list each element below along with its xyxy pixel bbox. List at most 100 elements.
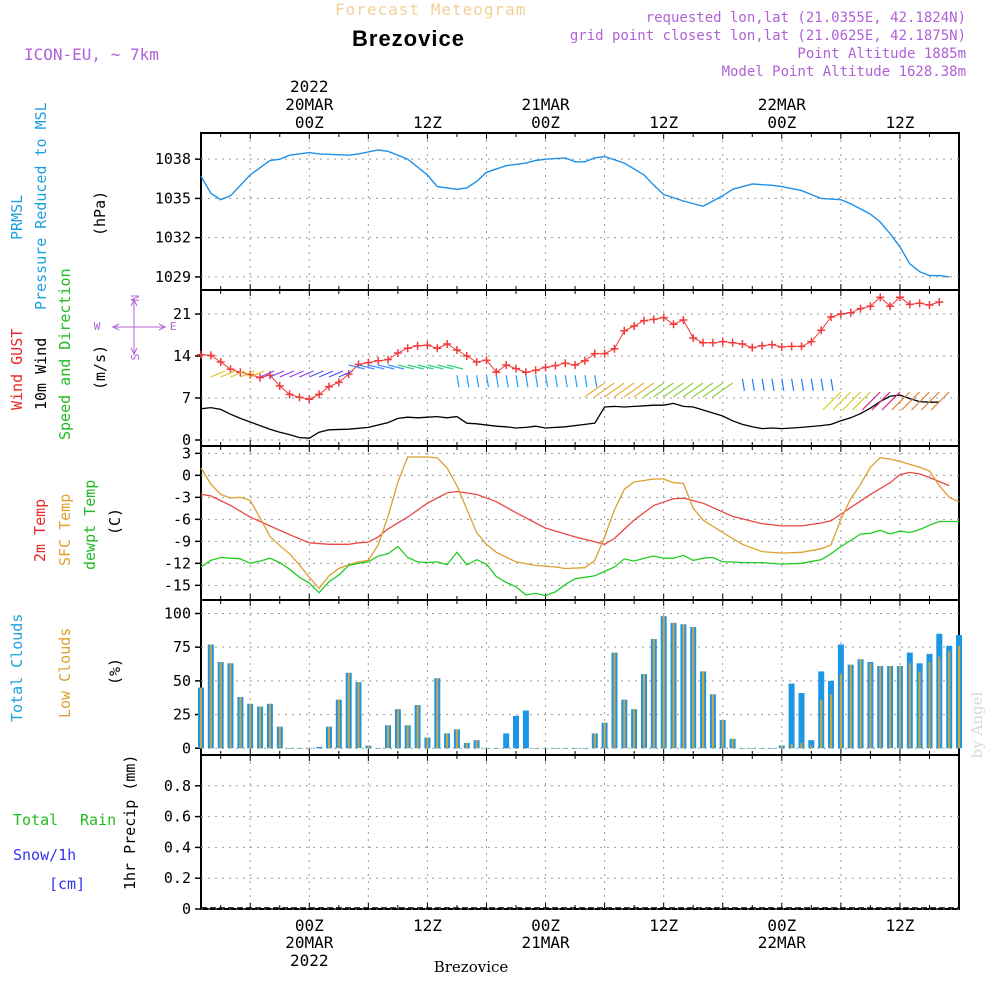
pressure-label-1: PRMSL (8, 195, 26, 240)
wind-arrow (822, 391, 842, 411)
bottom-time-label: 12Z (885, 916, 914, 935)
precip-label-rain: Rain (80, 811, 116, 829)
cloud-low-bar (416, 705, 419, 749)
cloud-low-bar (643, 674, 645, 749)
gust-marker (787, 342, 796, 351)
wind-arrow (259, 370, 275, 378)
wind-arrow (407, 364, 424, 370)
wind-arrow (613, 382, 635, 398)
wind-arrow (328, 370, 344, 378)
bottom-time-label: 00Z (767, 916, 796, 935)
gust-marker (482, 356, 491, 365)
gust-marker (807, 337, 816, 346)
cloud-low-bar (367, 745, 370, 749)
gust-marker (659, 313, 668, 322)
gust-marker (817, 326, 826, 335)
gust-marker (856, 304, 865, 313)
gust-marker (285, 390, 294, 399)
wind-arrow (930, 391, 950, 411)
model-label: ICON-EU, ~ 7km (24, 45, 159, 64)
cloud-low-bar (239, 697, 242, 749)
cloud-low-bar (288, 748, 291, 749)
cloud-low-bar (711, 694, 714, 749)
product-title: Forecast Meteogram (335, 0, 527, 19)
y-tick-label: 0 (182, 466, 191, 484)
top-date-label: 21MAR (521, 95, 570, 114)
cloud-low-bar (662, 616, 665, 749)
gust-marker (767, 340, 776, 349)
gust-marker (689, 334, 698, 342)
gust-marker (748, 343, 757, 352)
gust-marker (521, 368, 530, 377)
wind-arrow (594, 375, 598, 388)
y-tick-label: 0.8 (164, 777, 191, 795)
point-altitude: Point Altitude 1885m (797, 46, 966, 62)
y-tick-label: -12 (164, 554, 191, 572)
wind-arrow (338, 370, 354, 378)
gust-marker (718, 337, 727, 346)
cloud-low-bar (751, 748, 754, 749)
temp-label-2m: 2m Temp (31, 499, 49, 562)
gust-marker (315, 390, 324, 399)
panel-frame-0 (200, 132, 960, 291)
wind-arrow (289, 370, 304, 378)
wind-arrow (309, 370, 324, 378)
cloud-low-bar (928, 662, 931, 749)
wind-arrow (427, 364, 444, 370)
gust-marker (876, 293, 885, 302)
gust-marker (738, 340, 747, 348)
gust-marker (324, 382, 333, 391)
wind-arrow (299, 370, 314, 378)
wind-arrow (515, 375, 519, 388)
gust-marker (443, 340, 452, 348)
wind-arrow (210, 370, 226, 378)
precip-label-snow: Snow/1h (13, 846, 76, 864)
cloud-low-bar (209, 644, 212, 749)
clouds-label-low: Low Clouds (56, 628, 74, 718)
wind-arrow (800, 378, 805, 391)
cloud-low-bar (308, 748, 311, 749)
requested-coords: requested lon,lat (21.0355E, 42.1824N) (645, 10, 966, 26)
wind-arrow (525, 375, 529, 388)
wind-arrow (603, 382, 625, 398)
wind-arrow (584, 375, 588, 388)
y-tick-label: 1029 (155, 268, 191, 286)
cloud-low-bar (229, 663, 232, 749)
temp-unit: (C) (106, 508, 124, 535)
compass-w: W (94, 320, 101, 333)
top-time-label: 12Z (413, 113, 442, 132)
cloud-low-bar (426, 737, 429, 749)
cloud-low-bar (259, 706, 262, 749)
cloud-low-bar (771, 748, 773, 749)
bottom-time-label: 00Z (531, 916, 560, 935)
gust-marker (639, 316, 648, 325)
precip-axis-label: 1hr Precip (mm) (121, 755, 139, 890)
gust-marker (905, 300, 914, 309)
cloud-low-bar (790, 744, 793, 749)
bottom-time-label: 12Z (649, 916, 678, 935)
wind-arrow (594, 382, 615, 398)
gust-marker (275, 382, 284, 390)
cloud-total-bar (798, 693, 805, 749)
temp-2m-line (200, 471, 950, 545)
cloud-low-bar (219, 662, 222, 749)
bottom-date-label: 21MAR (521, 933, 570, 952)
y-tick-label: 50 (173, 672, 191, 690)
y-tick-label: 0 (182, 900, 191, 918)
gust-marker (708, 338, 717, 347)
wind-arrow (495, 375, 499, 388)
y-tick-label: 0 (182, 739, 191, 757)
gust-marker (935, 298, 944, 306)
gust-marker (423, 341, 432, 350)
y-tick-label: 1035 (155, 189, 191, 207)
cloud-low-bar (328, 726, 330, 749)
wind-arrow (820, 378, 824, 391)
gust-marker (600, 349, 609, 358)
wind-arrow (830, 378, 834, 391)
y-tick-label: 75 (173, 638, 191, 656)
cloud-low-bar (849, 664, 852, 749)
gust-marker (797, 342, 806, 351)
cloud-low-bar (741, 748, 744, 749)
temp-label-sfc: SFC Temp (56, 494, 74, 566)
